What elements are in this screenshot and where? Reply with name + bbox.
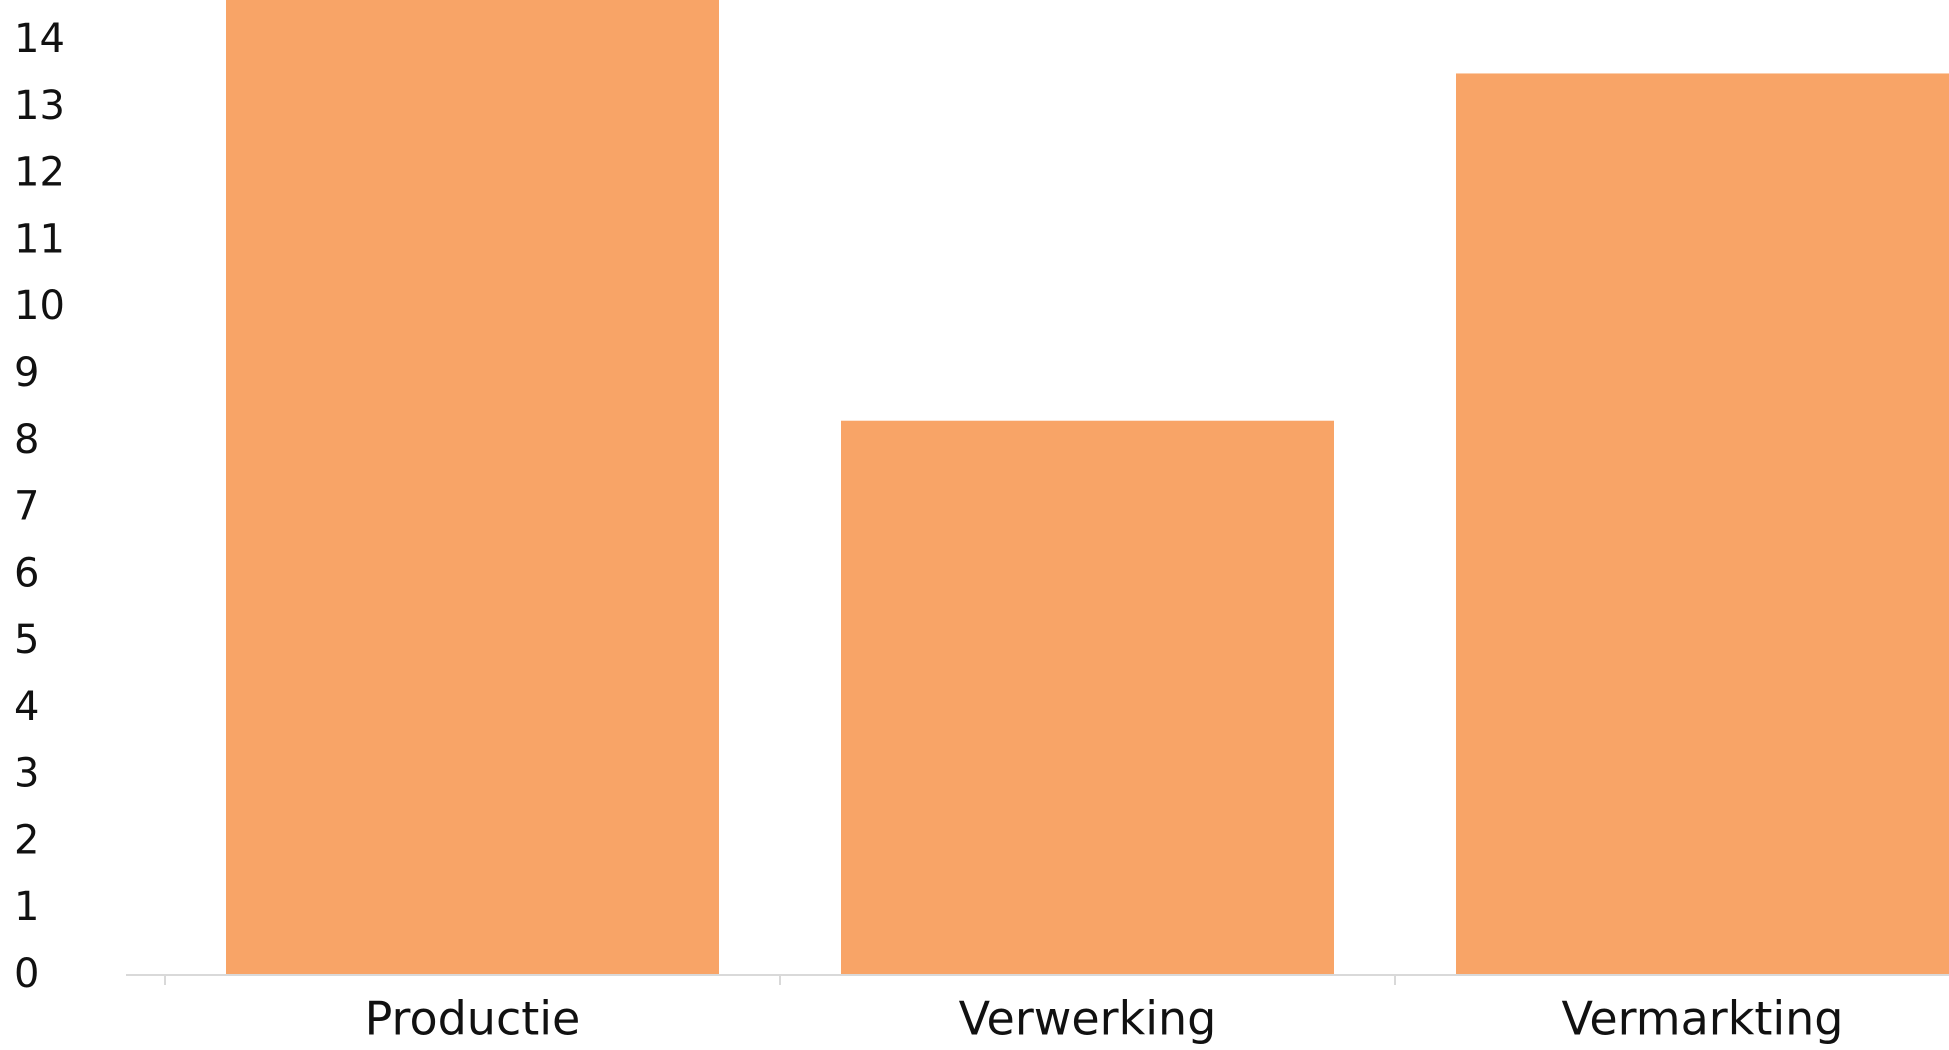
y-tick-label: 8 — [14, 417, 39, 463]
y-tick-label: 12 — [14, 150, 65, 196]
y-tick-label: 9 — [14, 350, 39, 396]
y-tick-label: 1 — [14, 884, 39, 930]
x-axis-labels: Productie Verwerking Vermarkting — [365, 992, 1844, 1046]
y-tick-label: 7 — [14, 484, 39, 530]
y-tick-label: 14 — [14, 16, 65, 62]
y-tick-label: 0 — [14, 951, 39, 997]
bar-verwerking[interactable] — [841, 420, 1334, 975]
bar-productie[interactable] — [226, 0, 719, 975]
bar-vermarkting[interactable] — [1456, 73, 1949, 975]
y-tick-label: 5 — [14, 617, 39, 663]
y-tick-label: 6 — [14, 550, 39, 596]
y-tick-label: 2 — [14, 817, 39, 863]
y-tick-label: 13 — [14, 83, 65, 129]
bars-group — [226, 0, 1949, 975]
x-tick-label: Vermarkting — [1561, 992, 1843, 1046]
y-tick-label: 3 — [14, 751, 39, 797]
x-tick-label: Verwerking — [959, 992, 1217, 1046]
y-tick-label: 11 — [14, 216, 65, 262]
x-tick-label: Productie — [365, 992, 581, 1046]
x-axis — [126, 974, 1949, 985]
y-tick-label: 4 — [14, 684, 39, 730]
y-tick-label: 10 — [14, 283, 65, 329]
